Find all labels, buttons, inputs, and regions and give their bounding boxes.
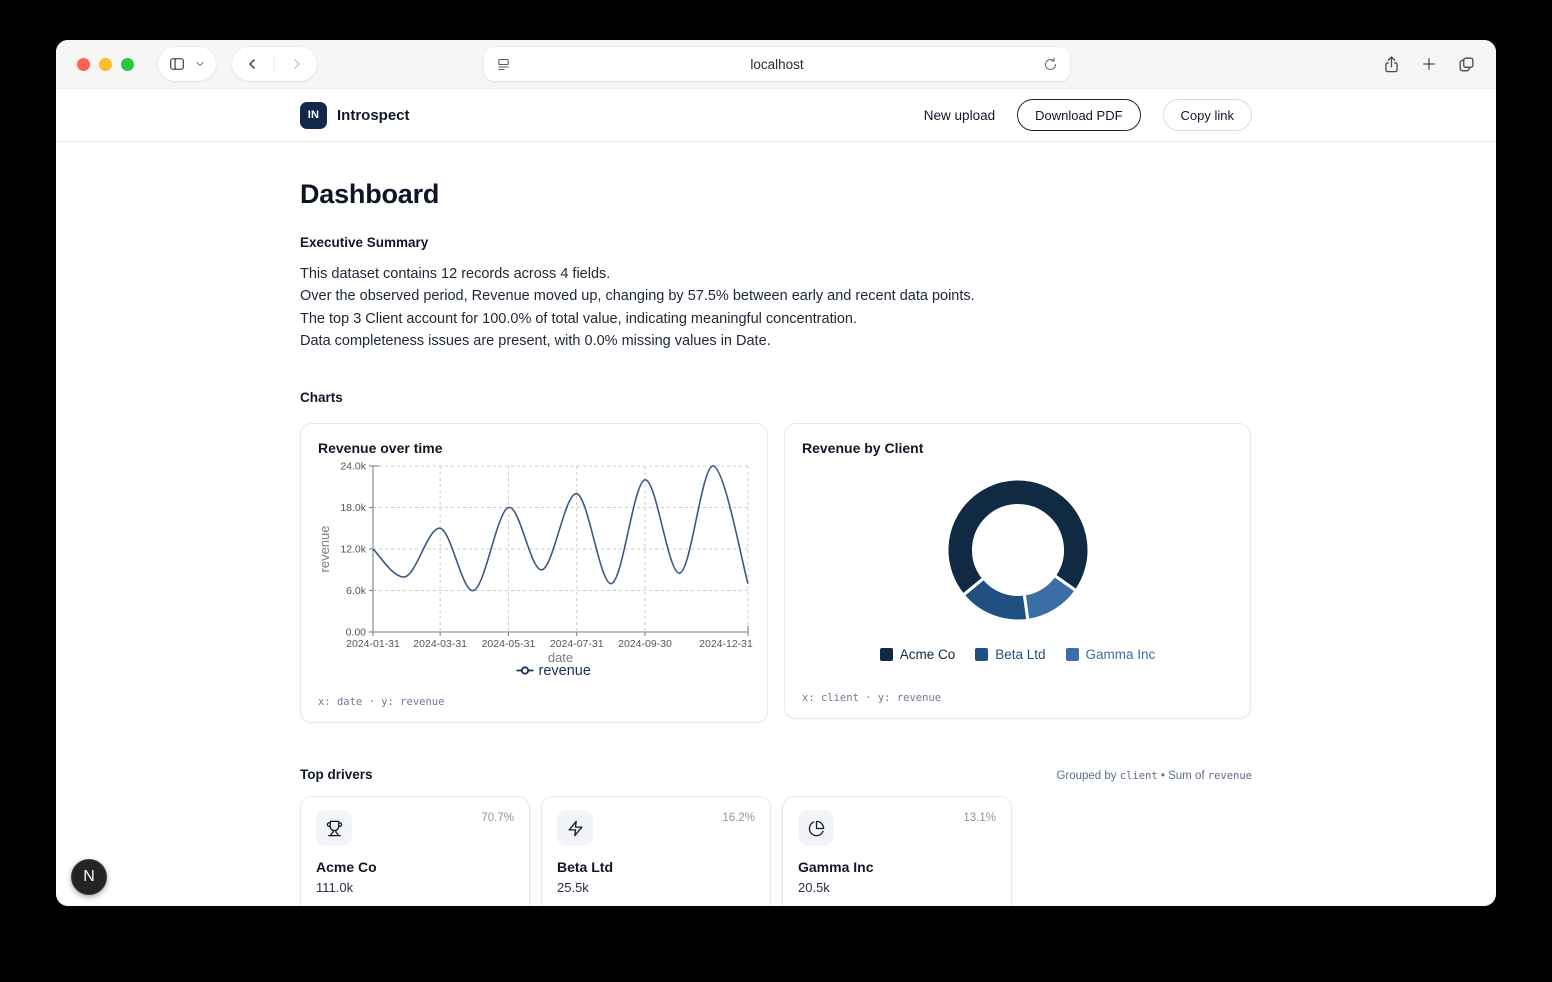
svg-text:2024-07-31: 2024-07-31: [550, 638, 604, 650]
minimize-button[interactable]: [99, 57, 112, 71]
svg-text:revenue: revenue: [318, 526, 332, 573]
svg-text:2024-12-31: 2024-12-31: [699, 638, 753, 650]
driver-percent: 70.7%: [481, 812, 514, 825]
svg-text:2024-01-31: 2024-01-31: [346, 638, 400, 650]
line-chart-footnote: x: date · y: revenue: [318, 696, 445, 709]
executive-summary: This dataset contains 12 records across …: [300, 263, 1252, 352]
browser-window: localhost IN Introspect New uploa: [56, 40, 1496, 906]
app-header: IN Introspect New upload Download PDF Co…: [56, 89, 1496, 142]
svg-text:0.00: 0.00: [346, 627, 367, 639]
new-tab-icon[interactable]: [1420, 55, 1438, 73]
header-actions: New upload Download PDF Copy link: [924, 99, 1252, 131]
driver-card-acme: 70.7% Acme Co 111.0k: [300, 796, 530, 906]
driver-name: Acme Co: [316, 859, 377, 876]
charts-heading: Charts: [300, 390, 343, 406]
top-drivers-caption: Grouped by client • Sum of revenue: [1056, 770, 1252, 783]
legend-swatch: [975, 648, 989, 662]
driver-value: 25.5k: [557, 880, 589, 896]
brand: IN Introspect: [300, 101, 410, 129]
app-name: Introspect: [337, 106, 410, 124]
nav-divider: [274, 55, 275, 73]
driver-percent: 13.1%: [963, 812, 996, 825]
browser-toolbar: localhost: [56, 40, 1496, 89]
svg-text:date: date: [548, 650, 573, 665]
url-text[interactable]: localhost: [750, 56, 804, 72]
driver-name: Beta Ltd: [557, 859, 613, 876]
legend-label: Beta Ltd: [995, 647, 1046, 663]
top-drivers-row: 70.7% Acme Co 111.0k 16.2% Beta Ltd 25.5…: [300, 796, 1252, 906]
driver-card-gamma: 13.1% Gamma Inc 20.5k: [782, 796, 1012, 906]
sidebar-toggle[interactable]: [158, 47, 216, 81]
sidebar-icon: [168, 55, 186, 73]
nextjs-dev-badge[interactable]: N: [71, 859, 107, 895]
copy-link-button[interactable]: Copy link: [1162, 99, 1252, 131]
legend-item-acme: Acme Co: [879, 647, 956, 663]
revenue-over-time-card: Revenue over time 0.00 6.0k 12.0k 18.0k 24.0…: [300, 423, 768, 724]
legend-swatch: [1065, 648, 1079, 662]
top-drivers-header: Top drivers Grouped by client • Sum of r…: [300, 767, 1252, 782]
svg-text:18.0k: 18.0k: [340, 502, 366, 514]
top-drivers-heading: Top drivers: [300, 767, 373, 783]
pie-chart-icon: [798, 810, 834, 847]
zoom-button[interactable]: [121, 57, 134, 71]
line-chart-title: Revenue over time: [318, 440, 443, 457]
page-settings-icon[interactable]: [496, 57, 511, 72]
driver-value: 20.5k: [798, 880, 830, 896]
traffic-lights: [77, 57, 134, 71]
legend-label: Gamma Inc: [1085, 647, 1156, 663]
reload-icon[interactable]: [1043, 57, 1058, 72]
svg-text:2024-09-30: 2024-09-30: [618, 638, 672, 650]
download-pdf-button[interactable]: Download PDF: [1017, 99, 1141, 131]
executive-summary-heading: Executive Summary: [300, 235, 429, 250]
svg-text:12.0k: 12.0k: [340, 544, 366, 556]
zap-icon: [557, 810, 593, 847]
back-button[interactable]: [244, 56, 260, 72]
new-upload-button[interactable]: New upload: [923, 107, 996, 123]
donut-chart-title: Revenue by Client: [802, 440, 924, 457]
driver-percent: 16.2%: [722, 812, 755, 825]
forward-button[interactable]: [289, 56, 305, 72]
driver-name: Gamma Inc: [798, 859, 874, 876]
app-logo: IN: [300, 101, 327, 129]
driver-value: 111.0k: [316, 880, 354, 896]
revenue-by-client-card: Revenue by Client Acme Co Beta Ltd: [784, 423, 1251, 720]
toolbar-right-icons: [1382, 40, 1476, 88]
legend-item-beta: Beta Ltd: [975, 647, 1046, 663]
svg-text:revenue: revenue: [539, 663, 591, 679]
nav-controls: [232, 47, 317, 81]
svg-text:2024-05-31: 2024-05-31: [482, 638, 536, 650]
revenue-line-chart: 0.00 6.0k 12.0k 18.0k 24.0k 2024-01-31 2024-03…: [318, 461, 753, 680]
donut-chart-footnote: x: client · y: revenue: [802, 692, 942, 705]
charts-row: Revenue over time 0.00 6.0k 12.0k 18.0k 24.0…: [300, 423, 1252, 724]
svg-text:2024-03-31: 2024-03-31: [413, 638, 467, 650]
summary-line: This dataset contains 12 records across …: [300, 266, 611, 282]
main-content: Dashboard Executive Summary This dataset…: [300, 142, 1252, 906]
summary-line: The top 3 Client account for 100.0% of t…: [300, 310, 857, 327]
legend-swatch: [879, 648, 893, 662]
legend-item-gamma: Gamma Inc: [1065, 647, 1156, 663]
svg-text:24.0k: 24.0k: [340, 461, 366, 473]
tab-overview-icon[interactable]: [1457, 55, 1476, 74]
summary-line: Data completeness issues are present, wi…: [300, 332, 771, 349]
chevron-down-icon[interactable]: [194, 58, 206, 70]
share-icon[interactable]: [1382, 55, 1401, 74]
close-button[interactable]: [77, 57, 90, 71]
revenue-donut-chart: [944, 477, 1090, 623]
trophy-icon: [316, 810, 352, 847]
legend-label: Acme Co: [899, 647, 956, 663]
svg-text:6.0k: 6.0k: [346, 585, 367, 597]
address-bar[interactable]: localhost: [484, 47, 1070, 81]
driver-card-beta: 16.2% Beta Ltd 25.5k: [541, 796, 771, 906]
donut-legend: Acme Co Beta Ltd Gamma Inc: [802, 647, 1233, 662]
page-title: Dashboard: [300, 179, 440, 209]
summary-line: Over the observed period, Revenue moved …: [300, 288, 975, 305]
